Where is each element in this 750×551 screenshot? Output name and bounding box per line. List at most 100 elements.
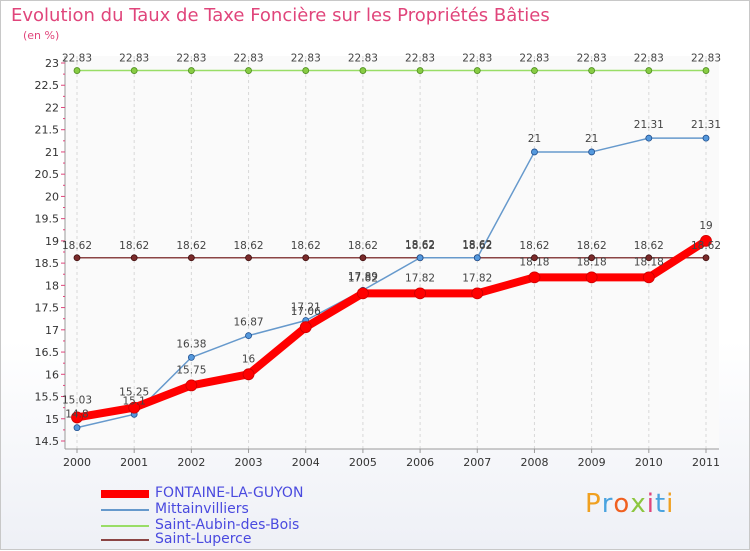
data-point-fontaine [242, 368, 255, 381]
data-label-saint-luperce: 18.62 [291, 240, 321, 252]
y-tick-label: 14.5 [35, 435, 60, 448]
data-label-fontaine: 19 [699, 220, 712, 232]
data-point-saint-luperce [645, 254, 653, 262]
data-label-mittainvilliers: 21.31 [634, 119, 664, 131]
y-tick-label: 17 [45, 324, 59, 337]
data-point-mittainvilliers [73, 424, 81, 432]
data-label-saint-aubin: 22.83 [634, 53, 664, 65]
data-label-saint-aubin: 22.83 [405, 53, 435, 65]
x-tick-label: 2005 [349, 456, 377, 469]
y-tick-label: 16.5 [35, 346, 60, 359]
data-label-fontaine: 17.82 [348, 272, 378, 284]
y-tick-label: 16 [45, 368, 59, 381]
data-label-mittainvilliers: 17.21 [291, 301, 321, 313]
data-label-saint-luperce: 18.62 [62, 240, 92, 252]
data-label-saint-luperce: 18.62 [119, 240, 149, 252]
y-tick-label: 20 [45, 190, 59, 203]
data-label-mittainvilliers: 18.62 [462, 239, 492, 251]
x-tick-label: 2001 [120, 456, 148, 469]
proxiti-logo: Proxiti [585, 489, 674, 519]
data-label-saint-aubin: 22.83 [119, 53, 149, 65]
data-label-saint-luperce: 18.62 [176, 240, 206, 252]
data-label-saint-aubin: 22.83 [176, 53, 206, 65]
data-point-saint-luperce [187, 254, 195, 262]
data-point-fontaine [528, 271, 541, 284]
data-point-saint-aubin [130, 67, 138, 74]
x-tick-label: 2006 [406, 456, 434, 469]
data-label-mittainvilliers: 14.8 [65, 409, 88, 421]
data-point-saint-aubin [702, 67, 710, 74]
legend-label-saint-luperce: Saint-Luperce [155, 531, 252, 547]
data-label-saint-luperce: 18.62 [577, 240, 607, 252]
data-point-mittainvilliers [187, 353, 195, 361]
data-label-mittainvilliers: 16.87 [234, 317, 264, 329]
data-point-saint-aubin [473, 67, 481, 74]
data-label-fontaine: 15.25 [119, 387, 149, 399]
axis-layer: 14.5 15 15.5 16 16.5 17 17.5 18 18.5 19 19.5 20 20.5… [35, 56, 720, 469]
data-point-saint-aubin [73, 67, 81, 74]
data-point-saint-aubin [187, 67, 195, 74]
data-label-fontaine: 17.82 [405, 272, 435, 284]
data-label-mittainvilliers: 21.31 [691, 119, 721, 131]
data-point-fontaine [185, 379, 198, 392]
y-tick-label: 21.5 [35, 124, 60, 137]
data-point-mittainvilliers [416, 254, 424, 262]
data-label-saint-aubin: 22.83 [462, 53, 492, 65]
data-point-saint-luperce [531, 254, 538, 262]
y-tick-label: 17.5 [35, 302, 60, 315]
data-point-saint-luperce [73, 254, 81, 262]
y-tick-label: 22.5 [35, 79, 60, 92]
series-line-mittainvilliers [76, 137, 706, 429]
legend-label-fontaine: FONTAINE-LA-GUYON [155, 485, 304, 501]
data-point-fontaine [299, 321, 312, 334]
logo-letter: o [613, 489, 631, 519]
data-point-fontaine [700, 234, 712, 247]
logo-letter: t [654, 489, 667, 519]
data-point-mittainvilliers [588, 148, 596, 156]
legend-swatch-saint-aubin [101, 525, 149, 527]
data-label-saint-luperce: 18.62 [519, 240, 549, 252]
data-label-saint-aubin: 22.83 [234, 53, 264, 65]
x-tick-label: 2010 [635, 456, 663, 469]
data-label-fontaine: 18.18 [519, 256, 549, 268]
data-label-mittainvilliers: 15.1 [122, 395, 145, 407]
y-tick-label: 18 [45, 279, 59, 292]
logo-letter: x [630, 489, 647, 519]
data-point-saint-luperce [359, 254, 367, 262]
y-tick-label: 22 [45, 101, 59, 114]
data-label-saint-luperce: 18.62 [691, 240, 721, 252]
y-tick-label: 21 [45, 146, 59, 159]
legend-label-saint-aubin: Saint-Aubin-des-Bois [155, 517, 300, 533]
data-point-saint-luperce [245, 254, 252, 262]
data-label-saint-aubin: 22.83 [577, 53, 607, 65]
data-label-layer: 22.83 22.83 22.83 22.83 22.83 22.83 22.83 22.83… [62, 53, 721, 421]
data-point-saint-aubin [645, 67, 653, 74]
data-label-fontaine: 15.75 [176, 364, 206, 376]
x-tick-label: 2000 [63, 456, 91, 469]
y-tick-label: 15.5 [35, 391, 60, 404]
data-point-fontaine [642, 271, 655, 284]
y-tick-label: 18.5 [35, 257, 60, 270]
y-tick-label: 15 [45, 413, 59, 426]
data-point-saint-aubin [531, 67, 538, 74]
data-point-mittainvilliers [531, 148, 538, 156]
logo-letter: P [585, 489, 602, 519]
x-tick-label: 2007 [463, 456, 491, 469]
y-unit-label: (en %) [23, 29, 60, 42]
data-point-saint-luperce [302, 254, 310, 262]
data-point-saint-aubin [359, 67, 367, 74]
data-point-fontaine [71, 411, 83, 424]
x-tick-label: 2004 [292, 456, 320, 469]
data-point-fontaine [128, 401, 141, 414]
legend-swatch-saint-luperce [101, 539, 149, 541]
data-point-fontaine [357, 287, 369, 300]
chart-title: Evolution du Taux de Taxe Foncière sur l… [11, 5, 550, 26]
legend-swatch-mittainvilliers [101, 509, 149, 511]
data-label-saint-luperce: 18.62 [234, 240, 264, 252]
legend-label-mittainvilliers: Mittainvilliers [155, 501, 249, 517]
data-point-mittainvilliers [702, 134, 710, 142]
logo-letter: r [601, 489, 614, 519]
x-tick-label: 2002 [177, 456, 205, 469]
